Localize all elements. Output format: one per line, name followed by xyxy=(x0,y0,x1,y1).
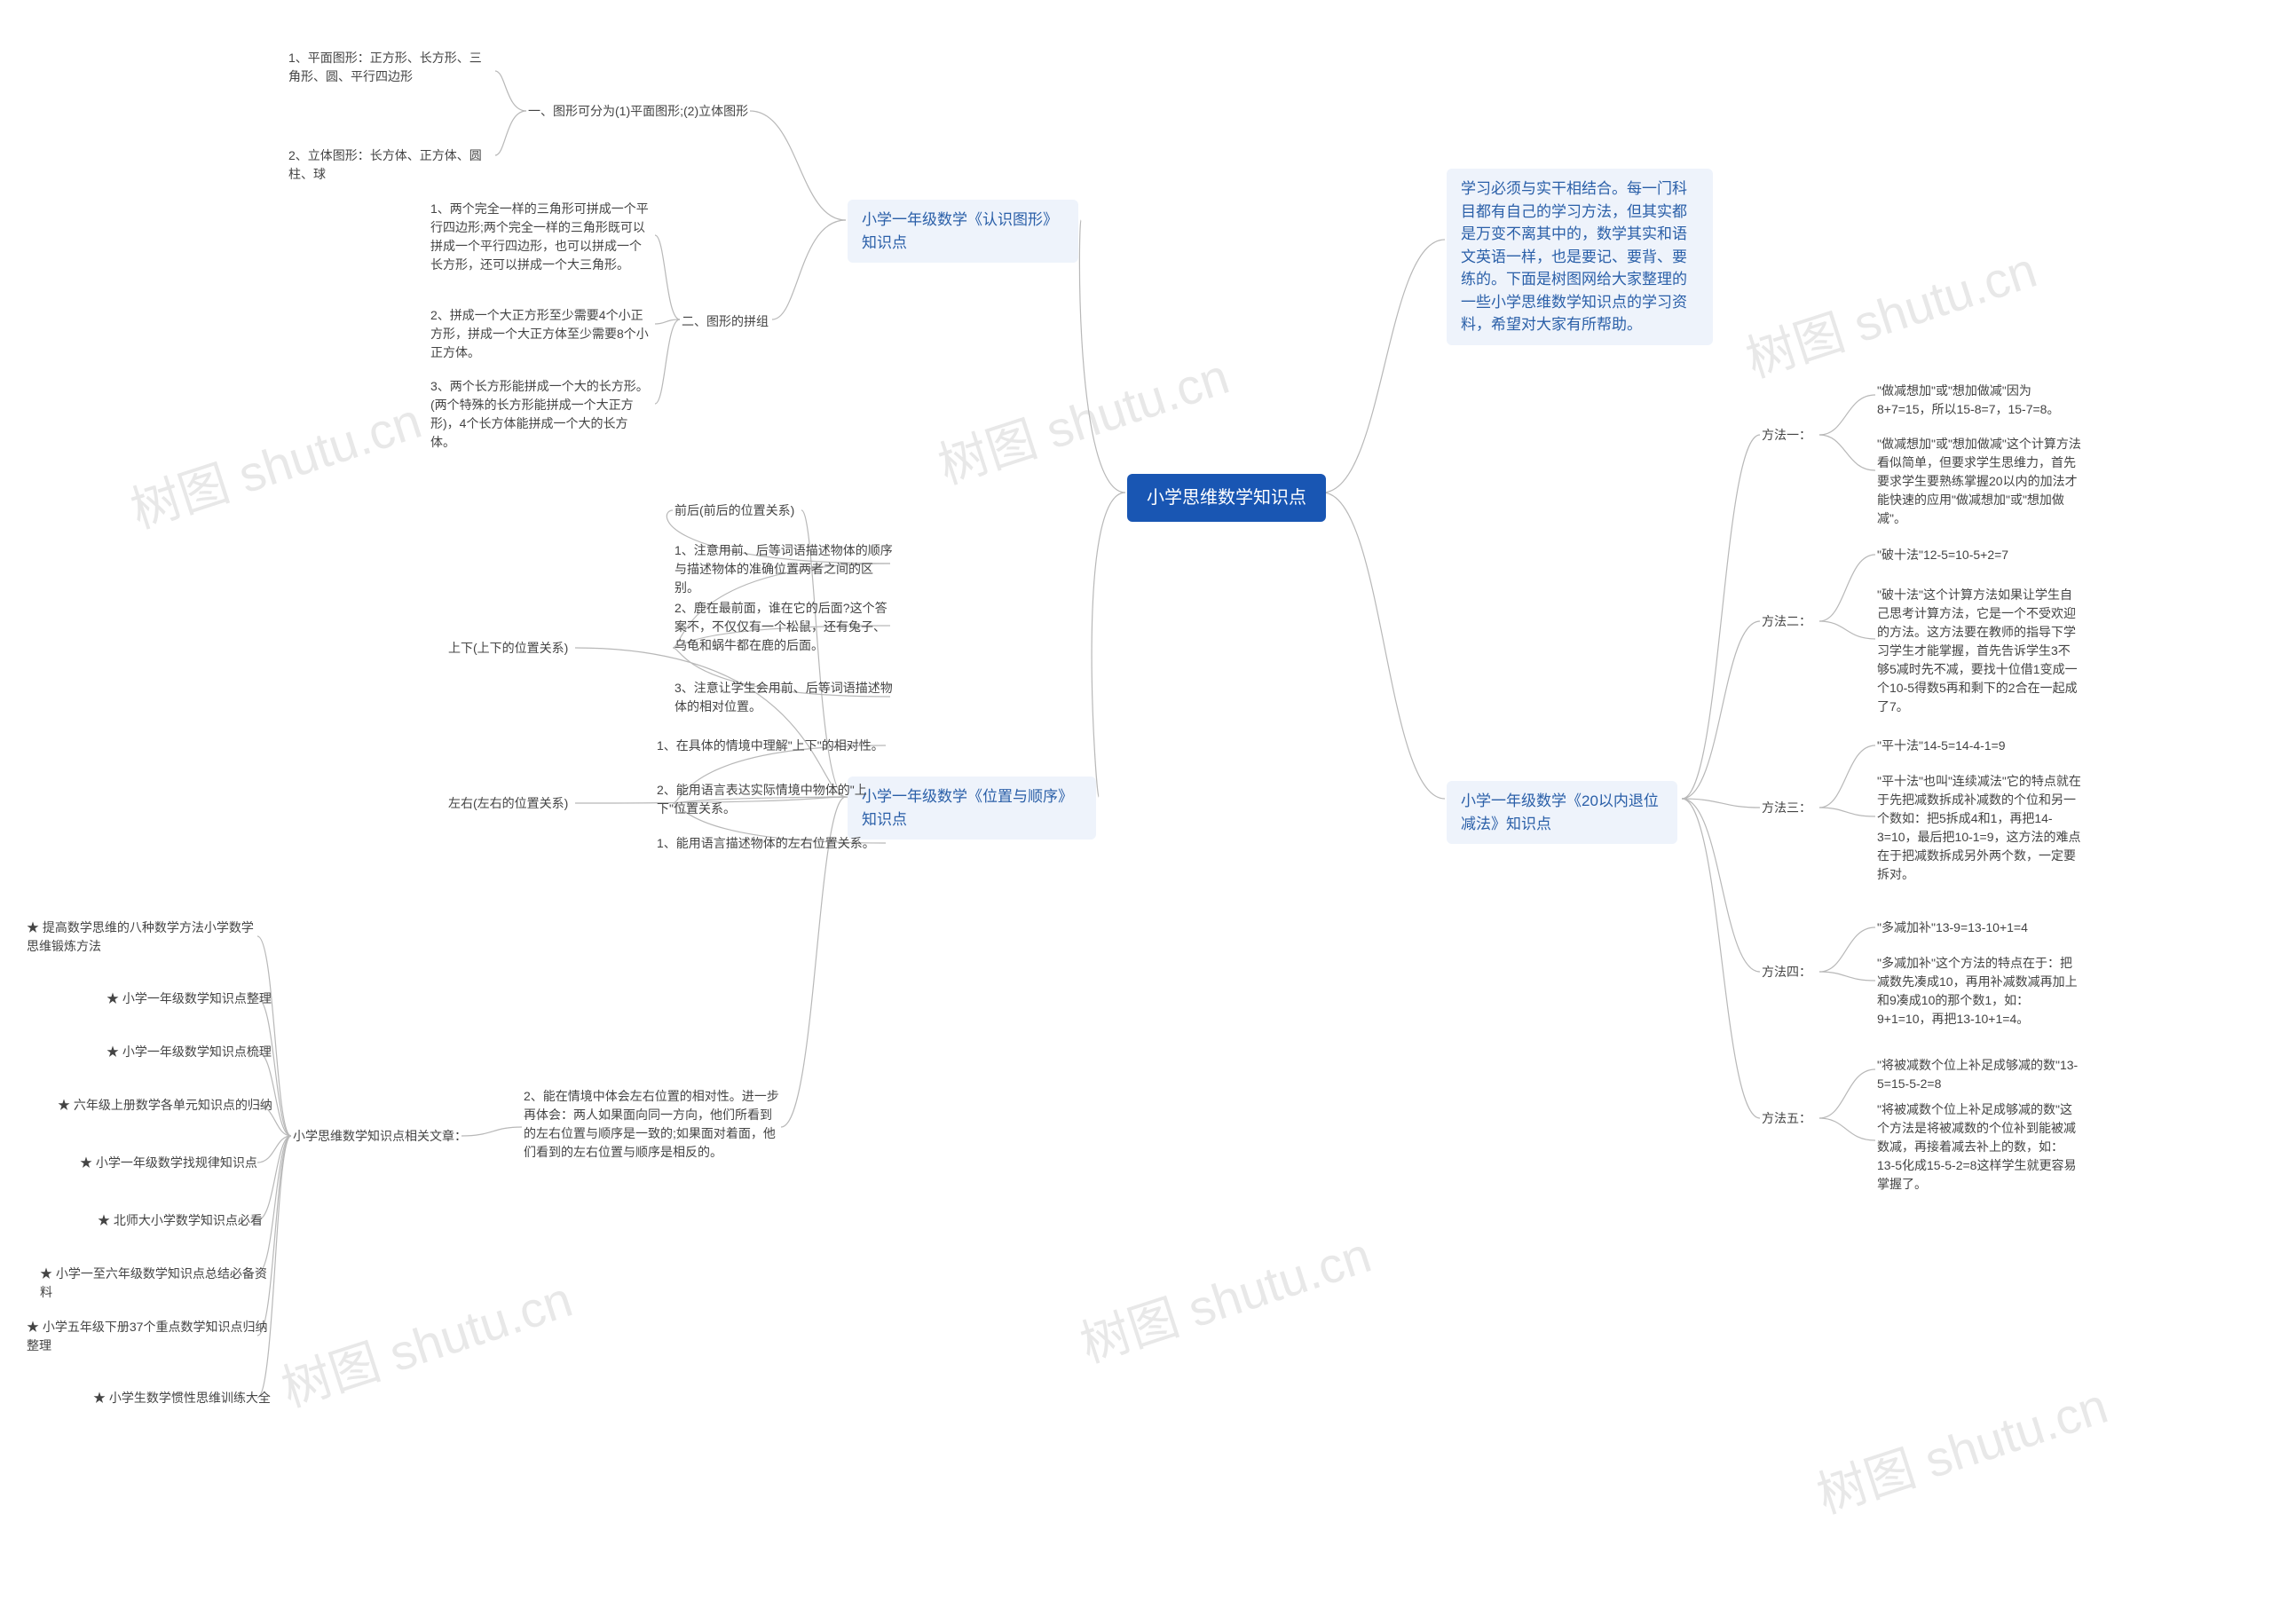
method3-line2: "平十法"也叫"连续减法"它的特点就在于先把减数拆成补减数的个位和另一个数如：把… xyxy=(1877,772,2081,884)
pos-ud-item3: 3、注意让学生会用前、后等词语描述物体的相对位置。 xyxy=(674,679,896,716)
watermark: 树图 shutu.cn xyxy=(272,1260,580,1422)
pos-lr-item1: 1、在具体的情境中理解"上下"的相对性。 xyxy=(657,737,884,755)
branch-related: 小学思维数学知识点相关文章： xyxy=(293,1127,467,1146)
method3-label: 方法三： xyxy=(1762,799,1811,817)
watermark: 树图 shutu.cn xyxy=(1070,1216,1379,1377)
related-item-3: ★ 六年级上册数学各单元知识点的归纳 xyxy=(58,1096,272,1115)
shapes-sub2: 二、图形的拼组 xyxy=(682,312,769,331)
shapes-sub2-item1: 1、两个完全一样的三角形可拼成一个平行四边形;两个完全一样的三角形既可以拼成一个… xyxy=(430,200,652,274)
related-item-1: ★ 小学一年级数学知识点整理 xyxy=(106,989,272,1008)
pos-sub-ud: 上下(上下的位置关系) xyxy=(448,639,568,658)
method3-line1: "平十法"14-5=14-4-1=9 xyxy=(1877,737,2006,755)
pos-ud-item2: 2、鹿在最前面，谁在它的后面?这个答案不，不仅仅有一个松鼠，还有兔子、乌龟和蜗牛… xyxy=(674,599,896,655)
shapes-sub1: 一、图形可分为(1)平面图形;(2)立体图形 xyxy=(528,102,748,121)
method2-label: 方法二： xyxy=(1762,612,1811,631)
method2-line1: "破十法"12-5=10-5+2=7 xyxy=(1877,546,2008,564)
root-node: 小学思维数学知识点 xyxy=(1127,474,1326,522)
method5-line1: "将被减数个位上补足成够减的数"13-5=15-5-2=8 xyxy=(1877,1056,2081,1093)
related-item-8: ★ 小学生数学惯性思维训练大全 xyxy=(93,1389,271,1407)
method5-line2: "将被减数个位上补足成够减的数"这个方法是将被减数的个位补到能被减数减，再接着减… xyxy=(1877,1100,2081,1194)
pos-lr-item3: 1、能用语言描述物体的左右位置关系。 xyxy=(657,834,875,853)
shapes-sub1-item1: 1、平面图形：正方形、长方形、三角形、圆、平行四边形 xyxy=(288,49,493,86)
branch-shapes: 小学一年级数学《认识图形》知识点 xyxy=(848,200,1078,263)
related-item-5: ★ 北师大小学数学知识点必看 xyxy=(98,1211,263,1230)
watermark: 树图 shutu.cn xyxy=(121,382,430,543)
method1-line2: "做减想加"或"想加做减"这个计算方法看似简单，但要求学生思维力，首先要求学生要… xyxy=(1877,435,2081,528)
shapes-sub2-item2: 2、拼成一个大正方形至少需要4个小正方形，拼成一个大正方体至少需要8个小正方体。 xyxy=(430,306,652,362)
method4-label: 方法四： xyxy=(1762,963,1811,981)
method1-label: 方法一： xyxy=(1762,426,1811,445)
method1-line1: "做减想加"或"想加做减"因为8+7=15，所以15-8=7，15-7=8。 xyxy=(1877,382,2081,419)
related-item-0: ★ 提高数学思维的八种数学方法小学数学思维锻炼方法 xyxy=(27,918,257,956)
watermark: 树图 shutu.cn xyxy=(1807,1367,2116,1528)
related-item-7: ★ 小学五年级下册37个重点数学知识点归纳整理 xyxy=(27,1318,275,1355)
method5-label: 方法五： xyxy=(1762,1109,1811,1128)
pos-lr-item2: 2、能用语言表达实际情境中物体的"上下"位置关系。 xyxy=(657,781,888,818)
branch-subtraction: 小学一年级数学《20以内退位减法》知识点 xyxy=(1447,781,1677,844)
method4-line1: "多减加补"13-9=13-10+1=4 xyxy=(1877,918,2028,937)
intro-text: 学习必须与实干相结合。每一门科目都有自己的学习方法，但其实都是万变不离其中的，数… xyxy=(1447,169,1713,345)
pos-sub-fb: 前后(前后的位置关系) xyxy=(674,501,794,520)
pos-lr-item4: 2、能在情境中体会左右位置的相对性。进一步再体会：两人如果面向同一方向，他们所看… xyxy=(524,1087,781,1162)
pos-sub-lr: 左右(左右的位置关系) xyxy=(448,794,568,813)
related-item-4: ★ 小学一年级数学找规律知识点 xyxy=(80,1154,257,1172)
method4-line2: "多减加补"这个方法的特点在于：把减数先凑成10，再用补减数减再加上和9凑成10… xyxy=(1877,954,2081,1029)
related-item-6: ★ 小学一至六年级数学知识点总结必备资料 xyxy=(40,1265,271,1302)
watermark: 树图 shutu.cn xyxy=(1736,231,2045,392)
related-item-2: ★ 小学一年级数学知识点梳理 xyxy=(106,1043,272,1061)
shapes-sub1-item2: 2、立体图形：长方体、正方体、圆柱、球 xyxy=(288,146,493,184)
pos-ud-item1: 1、注意用前、后等词语描述物体的顺序与描述物体的准确位置两者之间的区别。 xyxy=(674,541,896,597)
method2-line2: "破十法"这个计算方法如果让学生自己思考计算方法，它是一个不受欢迎的方法。这方法… xyxy=(1877,586,2081,716)
shapes-sub2-item3: 3、两个长方形能拼成一个大的长方形。(两个特殊的长方形能拼成一个大正方形)，4个… xyxy=(430,377,652,452)
